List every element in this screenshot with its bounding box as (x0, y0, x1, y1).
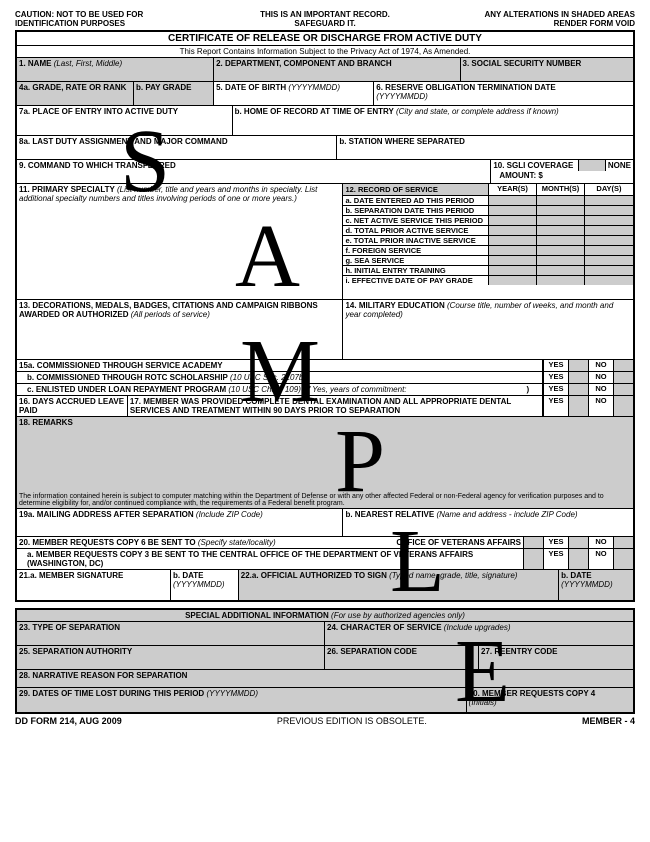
main-form: CERTIFICATE OF RELEASE OR DISCHARGE FROM… (15, 30, 635, 602)
field-7a-entry: 7a. PLACE OF ENTRY INTO ACTIVE DUTY (17, 106, 233, 135)
form-title: CERTIFICATE OF RELEASE OR DISCHARGE FROM… (17, 32, 633, 46)
form-subtitle: This Report Contains Information Subject… (17, 46, 633, 58)
field-22a-official: 22.a. OFFICIAL AUTHORIZED TO SIGN (Typed… (239, 570, 559, 600)
field-4a-grade: 4a. GRADE, RATE OR RANK (17, 82, 134, 105)
field-6-reserve: 6. RESERVE OBLIGATION TERMINATION DATE(Y… (374, 82, 633, 105)
field-24-character: 24. CHARACTER OF SERVICE (Include upgrad… (325, 622, 633, 645)
field-27-reentry: 27. REENTRY CODE (479, 646, 633, 669)
field-8a-duty: 8a. LAST DUTY ASSIGNMENT AND MAJOR COMMA… (17, 136, 337, 159)
field-4b-paygrade: b. PAY GRADE (134, 82, 214, 105)
field-20-copy6: 20. MEMBER REQUESTS COPY 6 BE SENT TO (S… (17, 537, 523, 548)
field-11-specialty: 11. PRIMARY SPECIALTY (List number, titl… (17, 184, 343, 299)
field-1-name: 1. NAME (Last, First, Middle) (17, 58, 214, 81)
field-15c: c. ENLISTED UNDER LOAN REPAYMENT PROGRAM… (17, 384, 543, 395)
field-26-sepcode: 26. SEPARATION CODE (325, 646, 479, 669)
field-9-command: 9. COMMAND TO WHICH TRANSFERRED (17, 160, 491, 183)
field-3-ssn: 3. SOCIAL SECURITY NUMBER (461, 58, 633, 81)
field-12-record: 12. RECORD OF SERVICE YEAR(S) MONTH(S) D… (343, 184, 633, 299)
field-30-copy4: 30. MEMBER REQUESTS COPY 4(Initials) (467, 688, 633, 712)
field-15a: 15a. COMMISSIONED THROUGH SERVICE ACADEM… (17, 360, 543, 371)
special-info-form: SPECIAL ADDITIONAL INFORMATION (For use … (15, 608, 635, 714)
field-23-type: 23. TYPE OF SEPARATION (17, 622, 325, 645)
field-25-authority: 25. SEPARATION AUTHORITY (17, 646, 325, 669)
form-footer: DD FORM 214, AUG 2009 PREVIOUS EDITION I… (15, 716, 635, 726)
field-15b: b. COMMISSIONED THROUGH ROTC SCHOLARSHIP… (17, 372, 543, 383)
field-19a-mailing: 19a. MAILING ADDRESS AFTER SEPARATION (I… (17, 509, 343, 536)
field-8b-station: b. STATION WHERE SEPARATED (337, 136, 633, 159)
field-13-decorations: 13. DECORATIONS, MEDALS, BADGES, CITATIO… (17, 300, 343, 359)
field-22b-date: b. DATE(YYYYMMDD) (559, 570, 633, 600)
field-28-narrative: 28. NARRATIVE REASON FOR SEPARATION (17, 670, 633, 687)
field-29-timelost: 29. DATES OF TIME LOST DURING THIS PERIO… (17, 688, 467, 712)
field-21b-date: b. DATE(YYYYMMDD) (171, 570, 239, 600)
field-19b-relative: b. NEAREST RELATIVE (Name and address - … (343, 509, 633, 536)
field-7b-home: b. HOME OF RECORD AT TIME OF ENTRY (City… (233, 106, 633, 135)
field-2-dept: 2. DEPARTMENT, COMPONENT AND BRANCH (214, 58, 460, 81)
field-16-leave: 16. DAYS ACCRUED LEAVE PAID (17, 396, 128, 416)
field-14-education: 14. MILITARY EDUCATION (Course title, nu… (343, 300, 633, 359)
field-10-sgli: 10. SGLI COVERAGENONE AMOUNT: $ (491, 160, 633, 183)
field-5-dob: 5. DATE OF BIRTH (YYYYMMDD) (214, 82, 374, 105)
top-caution-bar: CAUTION: NOT TO BE USED FORIDENTIFICATIO… (15, 10, 635, 28)
field-17-dental: 17. MEMBER WAS PROVIDED COMPLETE DENTAL … (128, 396, 543, 416)
field-20a-copy3: a. MEMBER REQUESTS COPY 3 BE SENT TO THE… (17, 549, 523, 569)
field-21a-sig: 21.a. MEMBER SIGNATURE (17, 570, 171, 600)
field-18-remarks: 18. REMARKS The information contained he… (17, 417, 633, 509)
special-info-header: SPECIAL ADDITIONAL INFORMATION (For use … (17, 610, 633, 621)
